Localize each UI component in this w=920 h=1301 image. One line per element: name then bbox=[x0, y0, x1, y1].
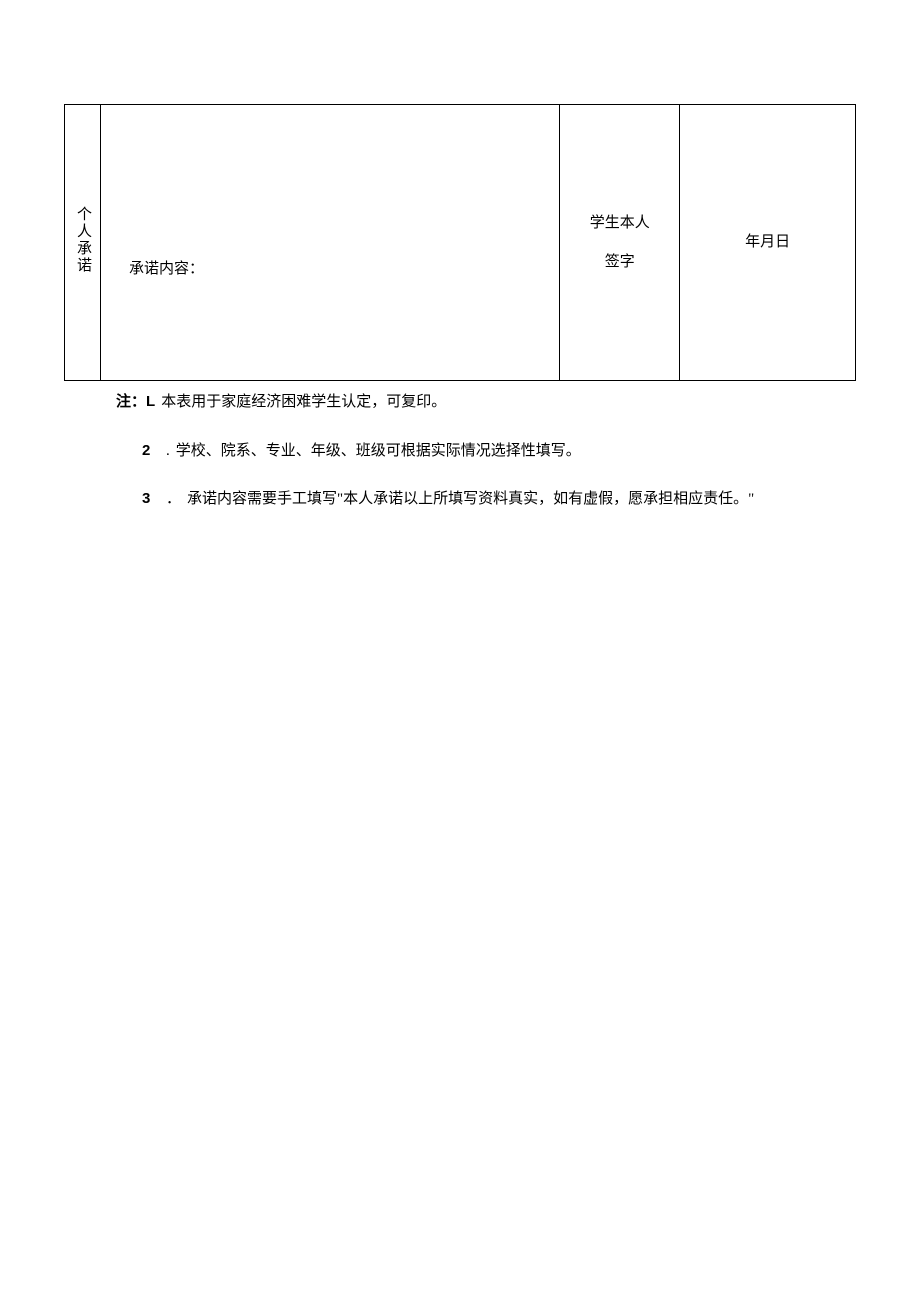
note-item-1: 注：L 本表用于家庭经济困难学生认定，可复印。 bbox=[116, 391, 856, 414]
row-label: 个人承诺 bbox=[75, 206, 90, 274]
date-label: 年月日 bbox=[745, 234, 790, 250]
note-text-3: 承诺内容需要手工填写"本人承诺以上所填写资料真实，如有虚假，愿承担相应责任。" bbox=[187, 491, 754, 507]
note-marker-3: 3 bbox=[142, 488, 156, 511]
note-item-2: 2. 学校、院系、专业、年级、班级可根据实际情况选择性填写。 bbox=[116, 440, 856, 463]
signature-label-line1: 学生本人 bbox=[560, 204, 679, 243]
table-row: 个人承诺 承诺内容： 学生本人 签字 年月日 bbox=[65, 105, 856, 381]
note-text-2: 学校、院系、专业、年级、班级可根据实际情况选择性填写。 bbox=[176, 443, 581, 459]
note-text-1: 本表用于家庭经济困难学生认定，可复印。 bbox=[161, 394, 446, 410]
date-cell: 年月日 bbox=[680, 105, 856, 381]
notes-prefix: 注： bbox=[116, 394, 146, 410]
content-cell: 承诺内容： bbox=[100, 105, 559, 381]
signature-label-line2: 签字 bbox=[560, 243, 679, 282]
note-item-3: 3 ． 承诺内容需要手工填写"本人承诺以上所填写资料真实，如有虚假，愿承担相应责任。… bbox=[116, 488, 856, 511]
note-marker-1: L bbox=[146, 391, 155, 414]
signature-cell: 学生本人 签字 bbox=[560, 105, 680, 381]
note-sep-2: . bbox=[166, 443, 170, 459]
content-label: 承诺内容： bbox=[129, 261, 204, 277]
note-sep-3: ． bbox=[166, 491, 181, 507]
row-label-cell: 个人承诺 bbox=[65, 105, 101, 381]
notes-section: 注：L 本表用于家庭经济困难学生认定，可复印。 2. 学校、院系、专业、年级、班级可… bbox=[64, 391, 856, 511]
commitment-table: 个人承诺 承诺内容： 学生本人 签字 年月日 bbox=[64, 104, 856, 381]
note-marker-2: 2 bbox=[142, 440, 156, 463]
